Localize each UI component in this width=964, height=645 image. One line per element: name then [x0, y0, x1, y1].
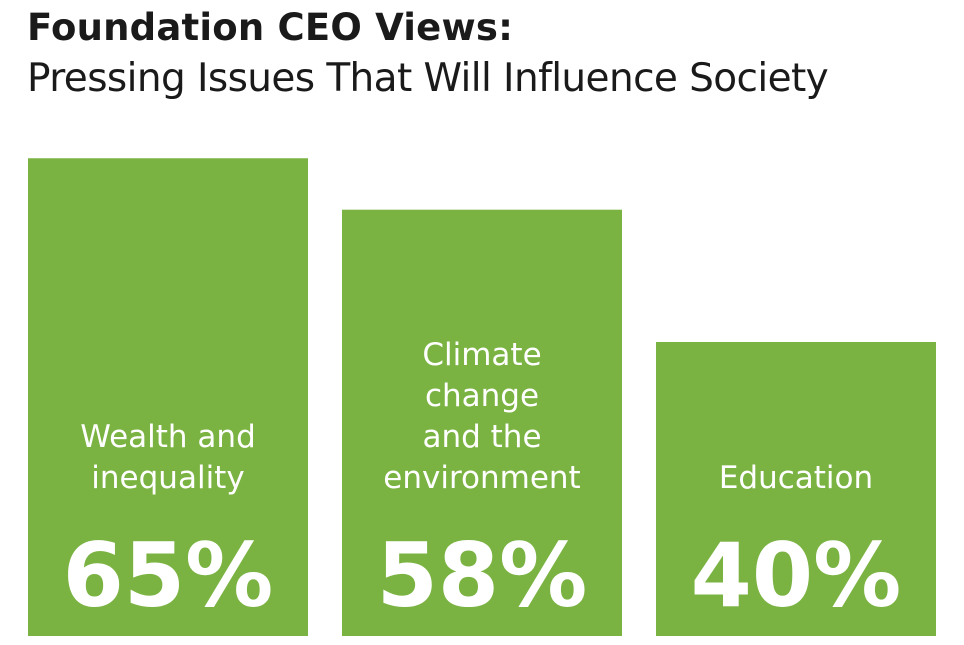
- chart-title: Foundation CEO Views:: [27, 6, 514, 49]
- bar-3-label-line-1: Education: [719, 460, 873, 496]
- bar-2-value-label: 58%: [377, 524, 588, 627]
- bar-1-label-line-2: inequality: [91, 460, 244, 496]
- chart-subtitle: Pressing Issues That Will Influence Soci…: [27, 56, 829, 101]
- bar-2: [342, 209, 622, 636]
- bar-1-value-label: 65%: [63, 524, 274, 627]
- bar-2-label-line-3: and the: [422, 419, 541, 455]
- bar-2-label-line-2: change: [425, 378, 539, 414]
- bar-1-label-line-1: Wealth and: [80, 419, 256, 455]
- bar-2-label-line-1: Climate: [422, 337, 541, 373]
- bar-3-value-label: 40%: [691, 524, 902, 627]
- bar-3: [656, 342, 936, 636]
- bar-2-label-line-4: environment: [383, 460, 580, 496]
- bar-1: [28, 158, 308, 636]
